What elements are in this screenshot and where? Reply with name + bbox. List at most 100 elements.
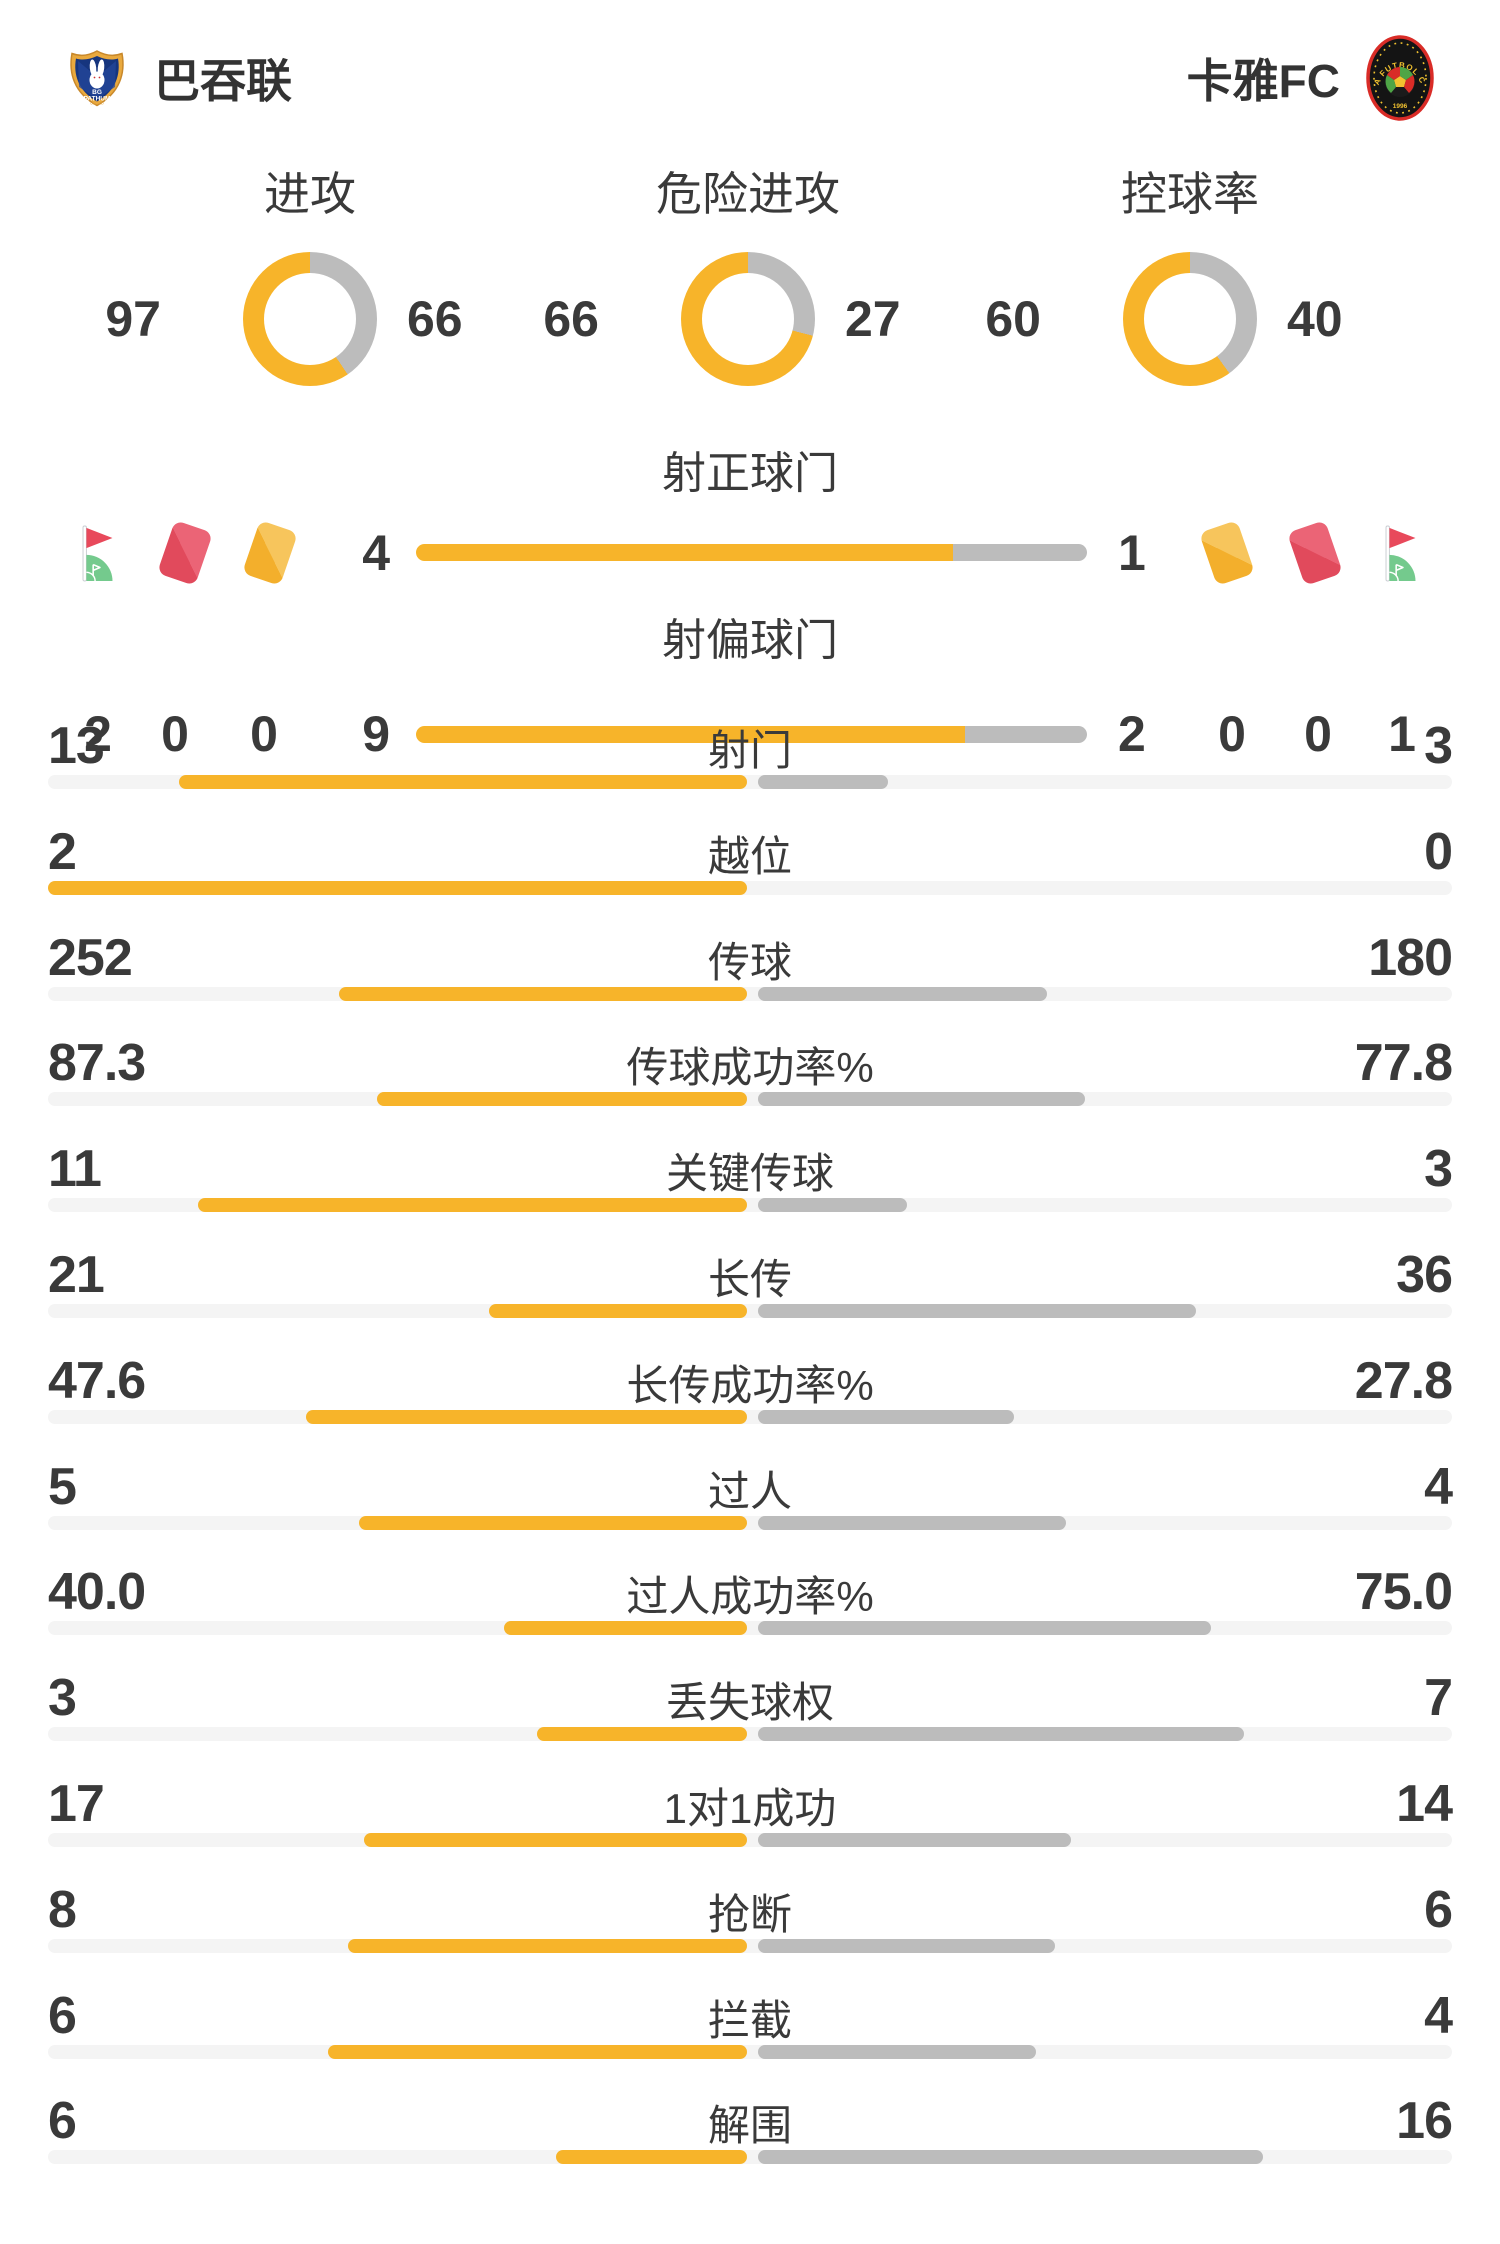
donut-hole bbox=[1144, 273, 1236, 365]
stat-track bbox=[48, 1409, 1452, 1424]
stat-away-value: 16 bbox=[1396, 2092, 1453, 2151]
home-yellow-cards-count: 0 bbox=[250, 706, 278, 762]
stat-home-value: 2 bbox=[48, 822, 77, 881]
home-team-name: 巴吞联 bbox=[154, 55, 292, 107]
stat-home-value: 11 bbox=[48, 1140, 102, 1199]
donut-dangerous-attack-home-value: 66 bbox=[543, 291, 599, 347]
away-team-logo: KAYA FUTBOL CLUB 1996 bbox=[1366, 35, 1434, 121]
away-corner-flag-slot bbox=[1369, 515, 1433, 591]
stat-home-value: 17 bbox=[48, 1775, 105, 1833]
stat-away-value: 7 bbox=[1424, 1669, 1453, 1728]
svg-text:UNITED: UNITED bbox=[90, 102, 104, 106]
stat-bar-home bbox=[537, 1727, 747, 1742]
stat-bar-home bbox=[377, 1092, 747, 1107]
home-team[interactable]: BG PATHUM UNITED 巴吞联 bbox=[66, 45, 292, 111]
stat-bar-away bbox=[758, 1727, 1244, 1742]
stat-row-possession-lost: 3 丢失球权 7 bbox=[0, 1670, 1500, 1770]
shots-on-target-home-value: 4 bbox=[362, 525, 390, 581]
stat-label: 传球成功率% bbox=[626, 1044, 874, 1092]
stat-bar-home bbox=[504, 1621, 747, 1636]
stat-row-dribble-success: 40.0 过人成功率% 75.0 bbox=[0, 1564, 1500, 1664]
stat-track bbox=[48, 1621, 1452, 1636]
stat-bar-away bbox=[758, 1198, 907, 1213]
stat-home-value: 6 bbox=[48, 1986, 77, 2045]
donut-dangerous-attack-label: 危险进攻 bbox=[656, 168, 840, 220]
stat-bar-away bbox=[758, 1304, 1196, 1318]
stat-label: 拦截 bbox=[707, 1996, 792, 2044]
stat-row-key-passes: 11 关键传球 3 bbox=[0, 1141, 1500, 1241]
stat-row-clearances: 6 解围 16 bbox=[0, 2093, 1500, 2193]
stat-away-value: 75.0 bbox=[1354, 1563, 1453, 1622]
stat-label: 射门 bbox=[707, 727, 792, 774]
stat-bar-away bbox=[758, 2044, 1036, 2059]
away-team[interactable]: 卡雅FC KAYA FUTBOL CLUB 1996 bbox=[1187, 35, 1434, 121]
stat-bar-away bbox=[758, 1938, 1055, 1953]
stat-home-value: 8 bbox=[48, 1880, 77, 1939]
shots-on-target-away-value: 1 bbox=[1118, 525, 1146, 581]
donut-hole bbox=[702, 273, 794, 365]
home-team-logo: BG PATHUM UNITED bbox=[70, 50, 124, 107]
stat-bar-home bbox=[339, 986, 747, 1001]
stat-bar-home bbox=[359, 1515, 747, 1530]
stat-away-value: 0 bbox=[1424, 822, 1453, 881]
donut-possession-away-value: 40 bbox=[1287, 291, 1343, 347]
stat-away-value: 36 bbox=[1396, 1246, 1453, 1304]
stat-label: 长传 bbox=[707, 1256, 792, 1303]
stat-track bbox=[48, 1092, 1452, 1107]
stat-bar-away bbox=[758, 775, 888, 789]
stat-bar-home bbox=[348, 1938, 747, 1953]
corner-flag-icon bbox=[82, 525, 113, 582]
stat-bar-home bbox=[179, 775, 747, 789]
stat-label: 过人成功率% bbox=[626, 1573, 874, 1621]
shots-on-target-bar bbox=[416, 544, 1087, 561]
stat-bar-away bbox=[758, 1621, 1211, 1636]
stat-label: 越位 bbox=[707, 832, 792, 880]
shots-off-target-away-value: 2 bbox=[1118, 706, 1146, 762]
donut-attack-home-value: 97 bbox=[105, 291, 161, 347]
stat-track bbox=[48, 1833, 1452, 1847]
stat-bar-away bbox=[758, 1092, 1085, 1107]
stat-away-value: 4 bbox=[1424, 1457, 1453, 1516]
shots-on-target-bar-away bbox=[952, 544, 1087, 561]
shots-on-target-title: 射正球门 bbox=[662, 449, 838, 498]
stat-track bbox=[48, 986, 1452, 1001]
stat-label: 过人 bbox=[707, 1467, 792, 1515]
yellow-card-icon bbox=[1198, 520, 1256, 586]
stat-label: 解围 bbox=[707, 2102, 792, 2150]
stat-bar-away bbox=[758, 1833, 1071, 1847]
stat-bar-home bbox=[556, 2150, 747, 2165]
stat-row-dribbles: 5 过人 4 bbox=[0, 1459, 1500, 1559]
svg-text:1996: 1996 bbox=[1393, 103, 1408, 110]
stat-bar-home bbox=[198, 1198, 747, 1213]
stat-away-value: 27.8 bbox=[1354, 1351, 1453, 1410]
shots-off-target-bar-home bbox=[416, 726, 965, 743]
svg-text:BG: BG bbox=[92, 89, 102, 96]
stat-bar-home bbox=[364, 1833, 747, 1847]
stat-home-value: 47.6 bbox=[48, 1351, 146, 1410]
donut-attack-away-value: 66 bbox=[407, 291, 463, 347]
stat-bar-home bbox=[489, 1304, 747, 1318]
stat-home-value: 252 bbox=[48, 928, 133, 987]
stat-away-value: 6 bbox=[1424, 1880, 1453, 1939]
stat-label: 抢断 bbox=[707, 1890, 792, 1938]
stat-away-value: 14 bbox=[1396, 1775, 1453, 1833]
home-corner-kicks-count: 2 bbox=[84, 706, 112, 762]
stat-row-passes: 252 传球 180 bbox=[0, 930, 1500, 1030]
home-red-cards-count: 0 bbox=[161, 706, 189, 762]
red-card-icon bbox=[1286, 520, 1344, 586]
away-yellow-cards-count: 0 bbox=[1218, 706, 1246, 762]
donut-hole bbox=[264, 273, 356, 365]
stat-label: 1对1成功 bbox=[663, 1785, 837, 1832]
stat-bar-home bbox=[48, 880, 747, 895]
shots-on-target-bar-home bbox=[416, 544, 953, 561]
home-red-card-slot bbox=[153, 515, 217, 591]
stat-row-long-ball-accuracy: 47.6 长传成功率% 27.8 bbox=[0, 1353, 1500, 1453]
stat-row-tackles: 8 抢断 6 bbox=[0, 1882, 1500, 1982]
stat-home-value: 13 bbox=[48, 717, 105, 775]
stat-row-long-balls: 21 长传 36 bbox=[0, 1247, 1500, 1347]
red-card-icon bbox=[156, 520, 214, 586]
stat-row-interceptions: 6 拦截 4 bbox=[0, 1988, 1500, 2088]
away-yellow-card-slot bbox=[1195, 515, 1259, 591]
stat-away-value: 3 bbox=[1424, 1140, 1453, 1199]
stat-row-duels-won: 17 1对1成功 14 bbox=[0, 1776, 1500, 1876]
